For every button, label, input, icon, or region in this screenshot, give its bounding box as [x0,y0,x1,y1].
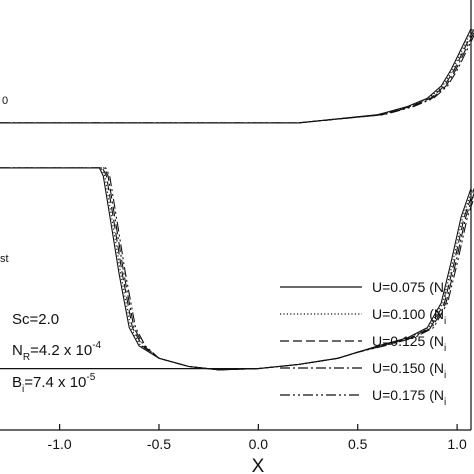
legend: U=0.075 (Ni U=0.100 (Ni U=0.125 (Ni U=0.150… [280,279,446,408]
series-line-upper [0,34,474,124]
bi-subscript: i [22,384,24,395]
nr-value: =4.2 x 10 [30,342,92,359]
series-line-lower [0,167,474,371]
bi-value: =7.4 x 10 [24,374,86,391]
x-tick-label: 0.0 [249,436,269,452]
x-axis-label: X [252,456,265,474]
nr-annotation: NR=4.2 x 10-4 [12,340,102,363]
lower-curve-label: st [0,253,9,265]
nr-subscript: R [23,352,30,363]
legend-label: U=0.150 (Ni [372,360,446,381]
legend-label: U=0.175 (Ni [372,387,446,408]
series-line-upper [0,31,474,124]
series-lines [0,28,474,371]
legend-label: U=0.100 (Ni [372,306,446,327]
x-tick-label: 0.5 [348,436,368,452]
series-line-upper [0,28,474,124]
nr-exponent: -4 [92,340,101,351]
legend-label: U=0.075 (Ni [372,279,446,300]
bi-exponent: -5 [86,372,95,383]
bi-annotation: Bi=7.4 x 10-5 [12,372,96,395]
x-tick-label: 1.0 [447,436,467,452]
x-tick-label: -1.0 [48,436,72,452]
legend-label: U=0.125 (Ni [372,333,446,354]
bi-symbol: B [12,374,22,391]
upper-curve-label: 0 [2,95,8,107]
nr-symbol: N [12,342,23,359]
sc-annotation: Sc=2.0 [12,311,59,328]
x-axis-ticks: -1.0 -0.5 0.0 0.5 1.0 [48,424,467,452]
x-tick-label: -0.5 [147,436,171,452]
